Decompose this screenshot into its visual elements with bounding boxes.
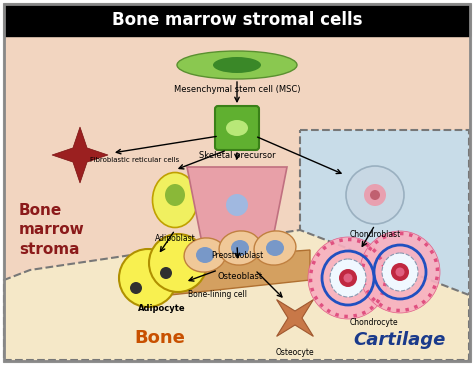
Text: Bone marrow stromal cells: Bone marrow stromal cells	[112, 11, 362, 29]
Ellipse shape	[346, 166, 404, 224]
Ellipse shape	[254, 231, 296, 265]
Polygon shape	[277, 300, 313, 337]
Ellipse shape	[330, 259, 366, 297]
Text: Bone
marrow
stroma: Bone marrow stroma	[19, 203, 85, 257]
Ellipse shape	[130, 282, 142, 294]
Ellipse shape	[364, 184, 386, 206]
Text: Chondroblast: Chondroblast	[349, 230, 401, 239]
Text: Bone-lining cell: Bone-lining cell	[189, 290, 247, 299]
Ellipse shape	[184, 238, 226, 272]
Text: Preosteoblast: Preosteoblast	[211, 251, 263, 260]
Ellipse shape	[360, 231, 440, 313]
Ellipse shape	[226, 194, 248, 216]
Bar	[4, 4, 470, 36]
Polygon shape	[52, 127, 108, 183]
Text: Osteocyte: Osteocyte	[276, 348, 314, 357]
Ellipse shape	[213, 57, 261, 73]
Ellipse shape	[344, 273, 353, 283]
Text: Adipocyte: Adipocyte	[138, 304, 186, 313]
Polygon shape	[187, 167, 287, 243]
Polygon shape	[300, 130, 469, 360]
Polygon shape	[4, 230, 469, 360]
Ellipse shape	[196, 247, 214, 263]
Text: Osteoblast: Osteoblast	[218, 272, 263, 281]
Ellipse shape	[370, 190, 380, 200]
Ellipse shape	[395, 268, 404, 277]
Polygon shape	[170, 250, 310, 295]
Ellipse shape	[177, 51, 297, 79]
Text: Skeletal precursor: Skeletal precursor	[199, 151, 275, 160]
Text: Mesenchymal stem cell (MSC): Mesenchymal stem cell (MSC)	[174, 85, 300, 94]
Ellipse shape	[231, 240, 249, 256]
Ellipse shape	[165, 184, 185, 206]
Text: Chondrocyte: Chondrocyte	[350, 318, 398, 327]
Text: Cartilage: Cartilage	[354, 331, 446, 349]
Ellipse shape	[382, 253, 418, 291]
Ellipse shape	[160, 267, 172, 279]
FancyBboxPatch shape	[215, 106, 259, 150]
Ellipse shape	[391, 263, 409, 281]
Text: Fibroblastic reticular cells: Fibroblastic reticular cells	[91, 157, 180, 163]
Text: Adipoblast: Adipoblast	[155, 234, 195, 243]
Text: Bone: Bone	[135, 329, 185, 347]
Ellipse shape	[308, 237, 388, 319]
Ellipse shape	[119, 249, 177, 307]
Ellipse shape	[266, 240, 284, 256]
Ellipse shape	[153, 173, 198, 227]
Ellipse shape	[149, 234, 207, 292]
Ellipse shape	[339, 269, 357, 287]
Ellipse shape	[219, 231, 261, 265]
Ellipse shape	[226, 120, 248, 136]
